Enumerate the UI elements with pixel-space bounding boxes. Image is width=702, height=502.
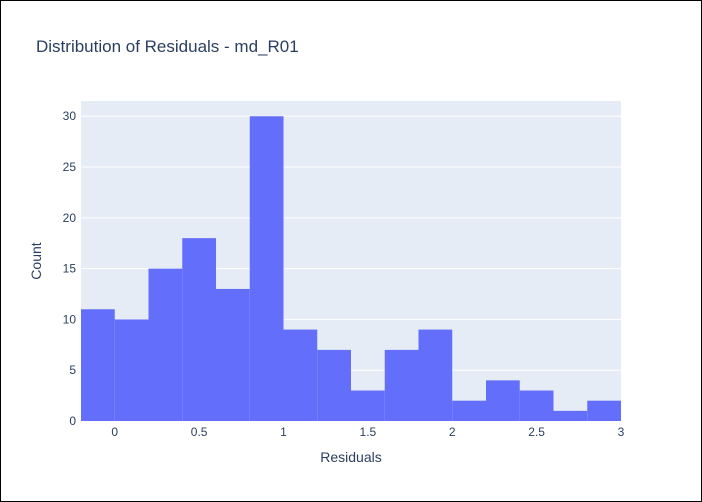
histogram-bar — [148, 268, 183, 421]
y-tick-label: 0 — [69, 414, 76, 428]
histogram-bar — [182, 238, 216, 421]
x-tick-label: 0.5 — [191, 425, 208, 439]
y-tick-label: 15 — [63, 262, 77, 276]
histogram-bar — [283, 329, 318, 421]
y-tick-label: 25 — [63, 160, 77, 174]
bars — [81, 116, 621, 421]
histogram-bar — [384, 349, 419, 421]
histogram-bar — [418, 329, 453, 421]
x-tick-label: 1.5 — [360, 425, 377, 439]
histogram-bar — [317, 349, 351, 421]
y-tick-label: 20 — [63, 211, 77, 225]
x-tick-label: 1 — [280, 425, 287, 439]
histogram-bar — [486, 380, 520, 421]
x-axis-title: Residuals — [320, 449, 381, 465]
histogram-bar — [351, 390, 385, 421]
histogram-bar — [216, 288, 250, 421]
histogram-bar — [587, 400, 621, 421]
histogram-bar — [81, 309, 115, 421]
histogram-bar — [114, 319, 149, 421]
x-tick-label: 3 — [618, 425, 625, 439]
x-tick-label: 2 — [449, 425, 456, 439]
histogram-bar — [553, 410, 588, 421]
x-tick-label: 2.5 — [528, 425, 545, 439]
y-tick-label: 30 — [63, 109, 77, 123]
y-axis-title: Count — [28, 242, 44, 279]
y-axis-ticks: 0 5 10 15 20 25 30 — [63, 109, 77, 428]
x-tick-label: 0 — [111, 425, 118, 439]
histogram-bar — [519, 390, 554, 421]
y-tick-label: 5 — [69, 363, 76, 377]
x-axis-ticks: 0 0.5 1 1.5 2 2.5 3 — [111, 425, 624, 439]
histogram-bar — [249, 116, 284, 421]
chart-title: Distribution of Residuals - md_R01 — [36, 37, 299, 56]
histogram-bar — [452, 400, 486, 421]
y-tick-label: 10 — [63, 312, 77, 326]
